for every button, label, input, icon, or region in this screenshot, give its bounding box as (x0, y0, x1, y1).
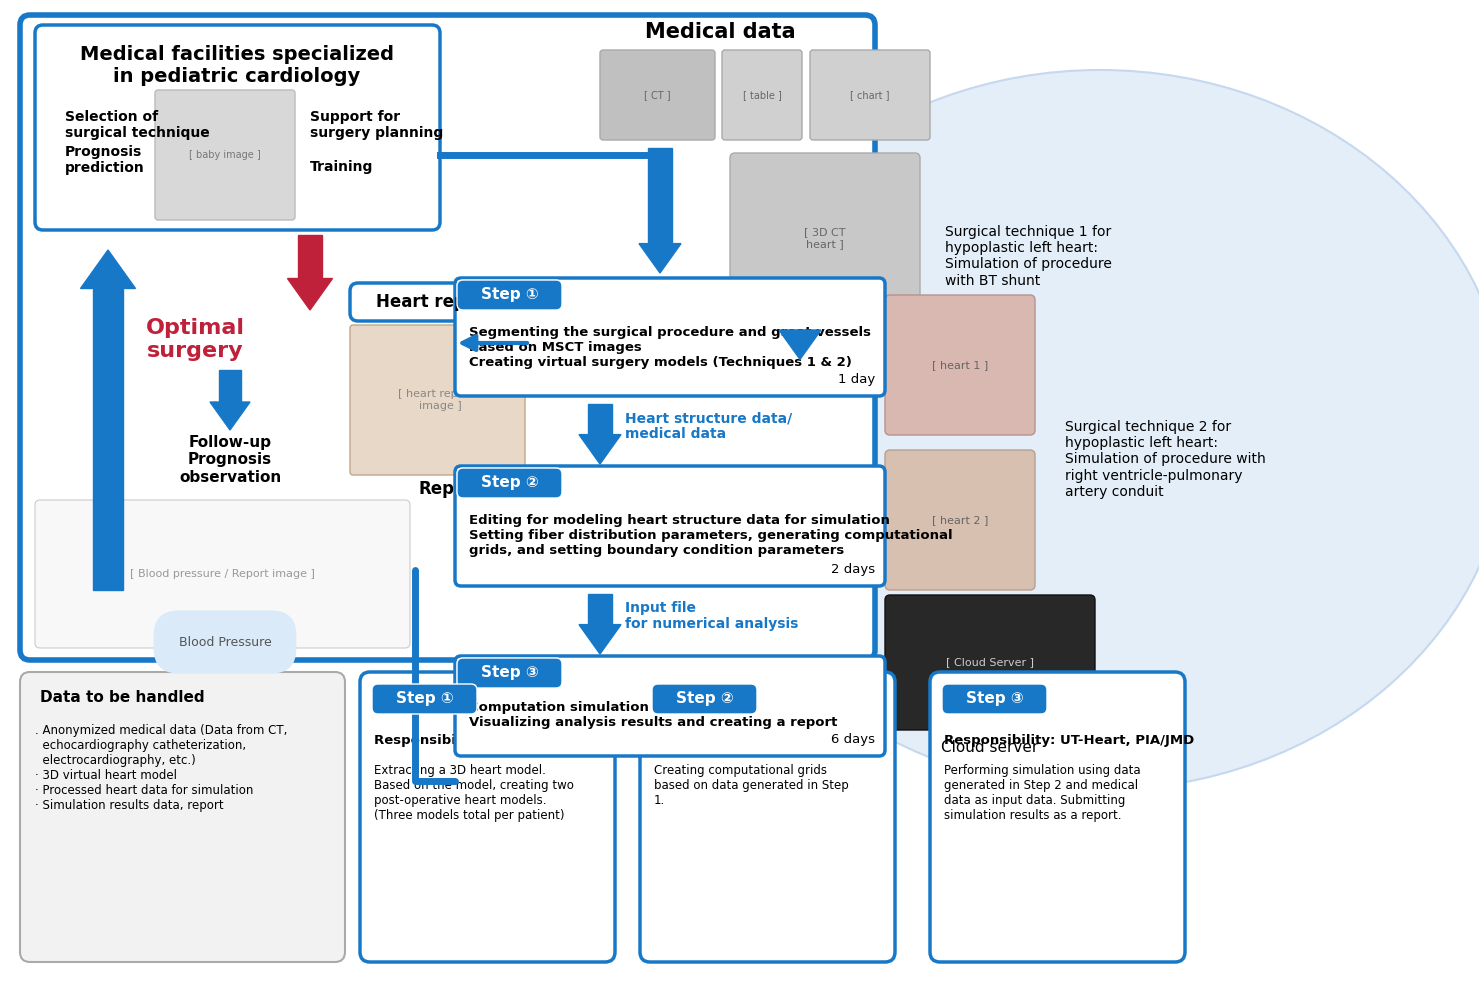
FancyBboxPatch shape (35, 25, 439, 230)
Text: 2 days: 2 days (831, 563, 876, 576)
Text: [ CT ]: [ CT ] (643, 90, 670, 100)
Text: [ heart replica
  image ]: [ heart replica image ] (398, 389, 476, 411)
FancyBboxPatch shape (640, 672, 895, 962)
Text: [ Cloud Server ]: [ Cloud Server ] (947, 657, 1034, 667)
Polygon shape (648, 148, 671, 244)
FancyBboxPatch shape (884, 450, 1035, 590)
FancyBboxPatch shape (351, 325, 525, 475)
Text: Step ①: Step ① (481, 288, 538, 303)
FancyBboxPatch shape (373, 684, 478, 714)
Text: [ heart 2 ]: [ heart 2 ] (932, 515, 988, 525)
Text: Input file
for numerical analysis: Input file for numerical analysis (626, 601, 799, 631)
FancyBboxPatch shape (600, 50, 714, 140)
Text: Step ①: Step ① (395, 691, 454, 706)
FancyBboxPatch shape (722, 50, 802, 140)
Text: Training: Training (311, 160, 373, 174)
FancyBboxPatch shape (810, 50, 930, 140)
FancyBboxPatch shape (942, 684, 1047, 714)
Text: Support for
surgery planning: Support for surgery planning (311, 110, 444, 140)
FancyBboxPatch shape (21, 15, 876, 660)
Text: Step ③: Step ③ (481, 666, 538, 681)
FancyBboxPatch shape (456, 278, 884, 396)
Polygon shape (297, 235, 322, 279)
Text: Responsibility: UT-Heart, PIA/JMD: Responsibility: UT-Heart, PIA/JMD (944, 734, 1194, 747)
Polygon shape (80, 250, 136, 289)
Text: Blood Pressure: Blood Pressure (179, 636, 271, 649)
Polygon shape (578, 434, 621, 464)
Text: Data to be handled: Data to be handled (40, 690, 204, 705)
FancyBboxPatch shape (155, 90, 294, 220)
Text: Heart structure data/
medical data: Heart structure data/ medical data (626, 411, 793, 441)
FancyBboxPatch shape (652, 684, 757, 714)
Text: Medical data: Medical data (645, 22, 796, 42)
Text: Surgical technique 1 for
hypoplastic left heart:
Simulation of procedure
with BT: Surgical technique 1 for hypoplastic lef… (945, 225, 1112, 288)
FancyBboxPatch shape (884, 295, 1035, 435)
FancyBboxPatch shape (884, 595, 1094, 730)
FancyBboxPatch shape (930, 672, 1185, 962)
FancyBboxPatch shape (359, 672, 615, 962)
Text: 6 days: 6 days (831, 733, 876, 746)
FancyBboxPatch shape (21, 672, 345, 962)
Polygon shape (93, 289, 123, 590)
Text: [ 3D CT
heart ]: [ 3D CT heart ] (805, 227, 846, 249)
FancyBboxPatch shape (457, 468, 562, 498)
Polygon shape (779, 330, 821, 359)
Polygon shape (589, 404, 611, 434)
Text: 1 day: 1 day (837, 373, 876, 386)
Polygon shape (210, 402, 250, 430)
Text: [ baby image ]: [ baby image ] (189, 150, 260, 160)
Text: Performing simulation using data
generated in Step 2 and medical
data as input d: Performing simulation using data generat… (944, 764, 1140, 822)
FancyBboxPatch shape (351, 283, 525, 321)
Polygon shape (219, 370, 241, 402)
Text: Extracting a 3D heart model.
Based on the model, creating two
post-operative hea: Extracting a 3D heart model. Based on th… (374, 764, 574, 822)
Text: Step ②: Step ② (676, 691, 734, 706)
Text: Editing for modeling heart structure data for simulation
Setting fiber distribut: Editing for modeling heart structure dat… (469, 514, 952, 557)
Text: Heart replica: Heart replica (376, 293, 498, 311)
Polygon shape (589, 594, 611, 625)
Text: Step ②: Step ② (481, 475, 538, 490)
Text: Cloud server: Cloud server (941, 740, 1038, 755)
Text: Segmenting the surgical procedure and great vessels
based on MSCT images
Creatin: Segmenting the surgical procedure and gr… (469, 326, 871, 369)
Text: Selection of
surgical technique: Selection of surgical technique (65, 110, 210, 140)
Polygon shape (287, 279, 333, 310)
Text: Responsibility: CrossEffect: Responsibility: CrossEffect (374, 734, 575, 747)
Ellipse shape (691, 70, 1479, 790)
Text: Medical facilities specialized
in pediatric cardiology: Medical facilities specialized in pediat… (80, 45, 393, 85)
FancyBboxPatch shape (731, 153, 920, 323)
Text: Optimal
surgery: Optimal surgery (145, 318, 244, 361)
Text: Report: Report (419, 480, 482, 498)
FancyBboxPatch shape (457, 280, 562, 310)
Text: [ table ]: [ table ] (742, 90, 781, 100)
Text: Step ③: Step ③ (966, 691, 1023, 706)
Text: [ chart ]: [ chart ] (850, 90, 890, 100)
FancyBboxPatch shape (35, 500, 410, 648)
Text: Surgical technique 2 for
hypoplastic left heart:
Simulation of procedure with
ri: Surgical technique 2 for hypoplastic lef… (1065, 420, 1266, 499)
FancyBboxPatch shape (457, 658, 562, 688)
Text: . Anonymized medical data (Data from CT,
  echocardiography catheterization,
  e: . Anonymized medical data (Data from CT,… (35, 724, 287, 812)
Text: [ heart 1 ]: [ heart 1 ] (932, 360, 988, 370)
Text: Computation simulation
Visualizing analysis results and creating a report: Computation simulation Visualizing analy… (469, 701, 837, 729)
Text: Prognosis
prediction: Prognosis prediction (65, 145, 145, 176)
Text: Responsibility: PIA/JMD: Responsibility: PIA/JMD (654, 734, 830, 747)
Text: Creating computational grids
based on data generated in Step
1.: Creating computational grids based on da… (654, 764, 849, 807)
Polygon shape (578, 625, 621, 654)
Polygon shape (639, 244, 680, 273)
FancyBboxPatch shape (456, 466, 884, 586)
FancyBboxPatch shape (456, 656, 884, 756)
Text: [ Blood pressure / Report image ]: [ Blood pressure / Report image ] (130, 569, 315, 579)
Text: Follow-up
Prognosis
observation: Follow-up Prognosis observation (179, 435, 281, 485)
